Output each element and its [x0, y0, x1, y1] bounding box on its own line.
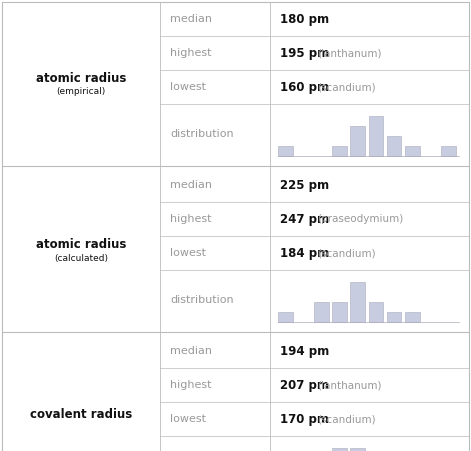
Bar	[387, 136, 401, 156]
Text: 195 pm: 195 pm	[280, 46, 329, 60]
Text: atomic radius: atomic radius	[36, 72, 126, 84]
Text: (scandium): (scandium)	[317, 248, 376, 258]
Bar	[333, 447, 347, 451]
Text: (scandium): (scandium)	[317, 414, 376, 424]
Text: distribution: distribution	[170, 295, 234, 305]
Text: 194 pm: 194 pm	[280, 345, 329, 358]
Text: (empirical): (empirical)	[57, 87, 106, 97]
Bar	[333, 302, 347, 322]
Text: 180 pm: 180 pm	[280, 13, 329, 26]
Text: 184 pm: 184 pm	[280, 247, 329, 259]
Text: median: median	[170, 180, 212, 190]
Bar	[441, 146, 456, 156]
Bar	[278, 312, 293, 322]
Text: atomic radius: atomic radius	[36, 238, 126, 250]
Text: distribution: distribution	[170, 129, 234, 139]
Text: highest: highest	[170, 48, 211, 58]
Text: (lanthanum): (lanthanum)	[317, 48, 382, 58]
Text: (scandium): (scandium)	[317, 82, 376, 92]
Text: (praseodymium): (praseodymium)	[317, 214, 404, 224]
Bar	[368, 115, 383, 156]
Text: median: median	[170, 346, 212, 356]
Bar	[350, 281, 365, 322]
Text: 247 pm: 247 pm	[280, 212, 329, 226]
Text: lowest: lowest	[170, 248, 206, 258]
Bar	[368, 302, 383, 322]
Bar	[387, 312, 401, 322]
Bar	[350, 447, 365, 451]
Text: median: median	[170, 14, 212, 24]
Bar	[278, 146, 293, 156]
Text: (calculated): (calculated)	[54, 253, 108, 262]
Bar	[350, 126, 365, 156]
Bar	[314, 302, 329, 322]
Text: (lanthanum): (lanthanum)	[317, 380, 382, 390]
Text: covalent radius: covalent radius	[30, 409, 132, 422]
Text: 170 pm: 170 pm	[280, 413, 329, 425]
Text: highest: highest	[170, 380, 211, 390]
Text: lowest: lowest	[170, 82, 206, 92]
Text: 160 pm: 160 pm	[280, 80, 329, 93]
Bar	[333, 146, 347, 156]
Text: 225 pm: 225 pm	[280, 179, 329, 192]
Text: 207 pm: 207 pm	[280, 378, 329, 391]
Text: lowest: lowest	[170, 414, 206, 424]
Text: highest: highest	[170, 214, 211, 224]
Bar	[405, 146, 420, 156]
Bar	[405, 312, 420, 322]
